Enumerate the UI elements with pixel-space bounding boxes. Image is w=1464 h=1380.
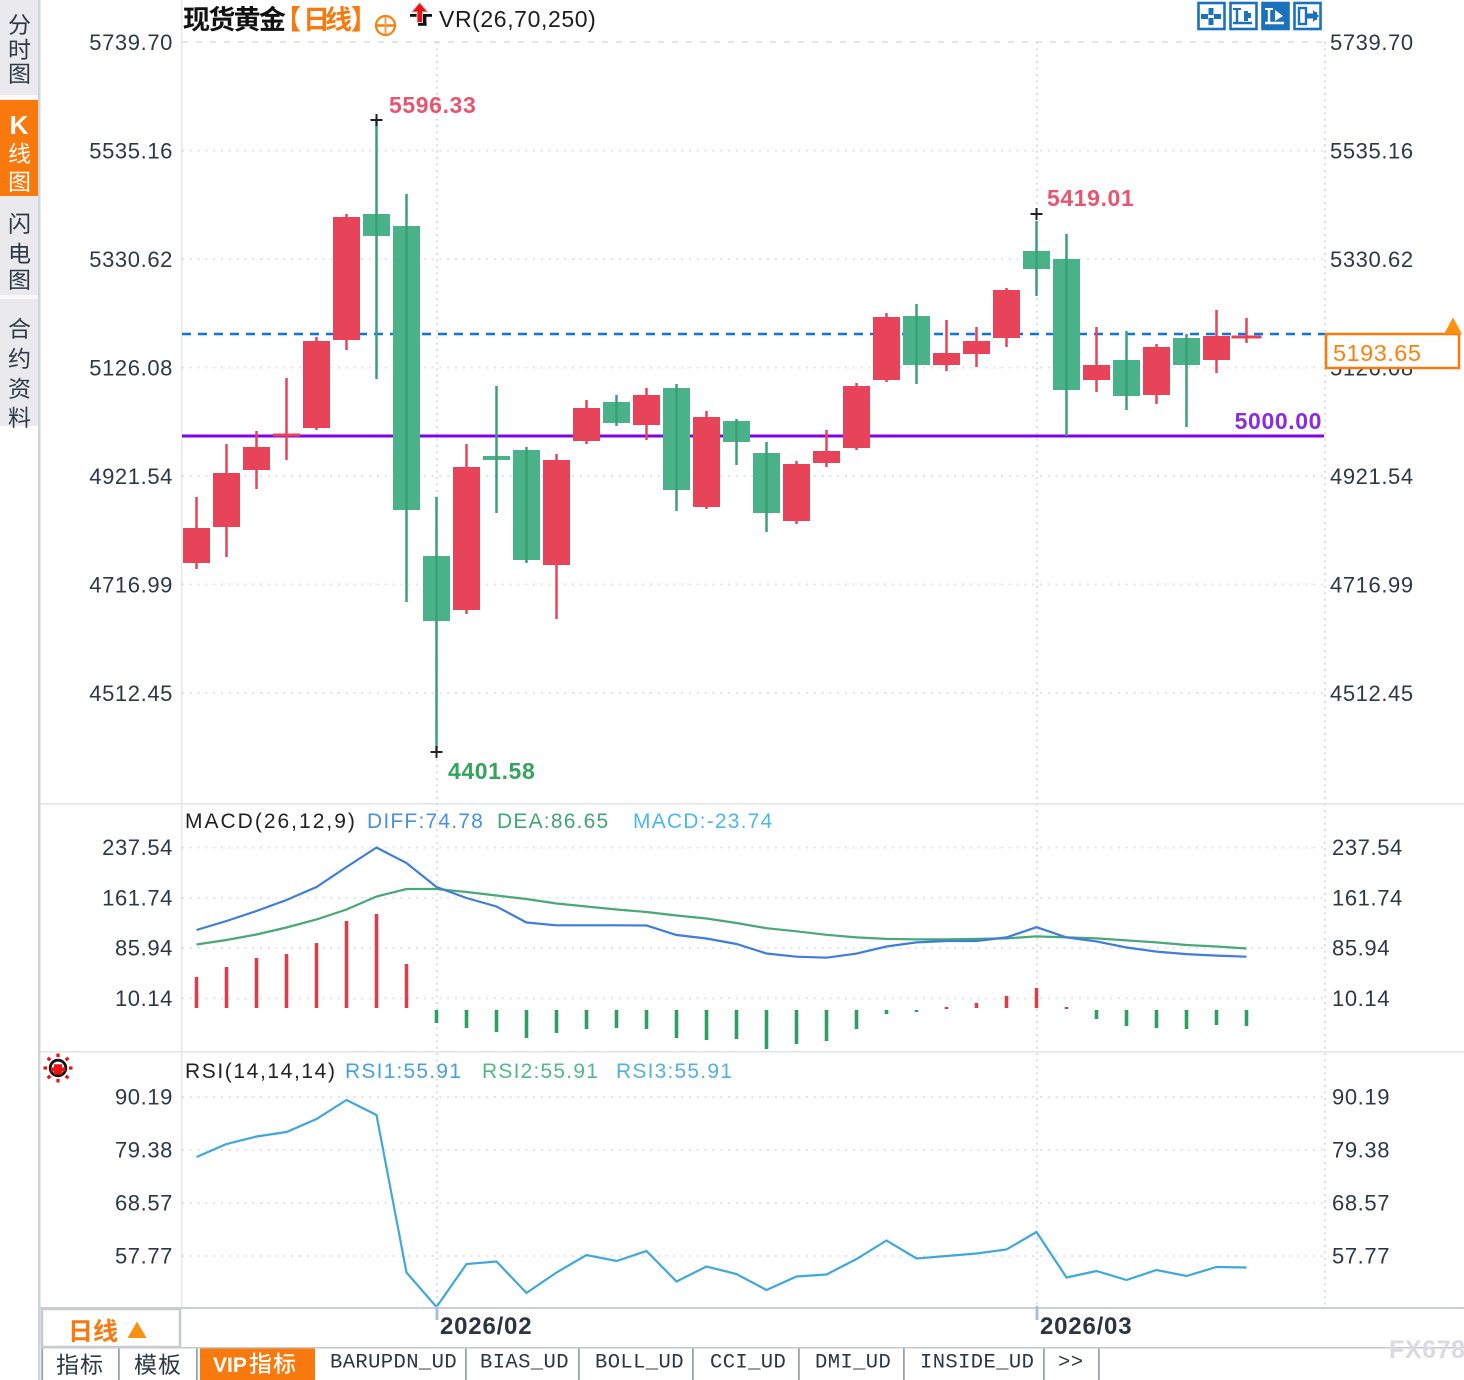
svg-text:237.54: 237.54	[102, 835, 173, 860]
svg-text:RSI2:55.91: RSI2:55.91	[482, 1060, 599, 1083]
svg-text:5535.16: 5535.16	[1330, 139, 1414, 164]
svg-text:>>: >>	[1058, 1352, 1083, 1375]
svg-text:5330.62: 5330.62	[1330, 247, 1414, 272]
svg-text:INSIDE_UD: INSIDE_UD	[920, 1352, 1034, 1375]
svg-text:MACD:-23.74: MACD:-23.74	[633, 810, 773, 833]
svg-text:237.54: 237.54	[1332, 835, 1403, 860]
svg-text:161.74: 161.74	[1332, 885, 1403, 910]
svg-text:VR(26,70,250): VR(26,70,250)	[439, 6, 596, 32]
svg-text:DEA:86.65: DEA:86.65	[497, 810, 609, 833]
svg-text:MACD(26,12,9): MACD(26,12,9)	[185, 810, 357, 833]
svg-text:4716.99: 4716.99	[89, 573, 173, 598]
svg-text:68.57: 68.57	[115, 1191, 173, 1216]
svg-text:4512.45: 4512.45	[89, 681, 173, 706]
svg-text:90.19: 90.19	[115, 1085, 173, 1110]
svg-text:DMI_UD: DMI_UD	[815, 1352, 891, 1375]
svg-text:2026/03: 2026/03	[1040, 1313, 1132, 1340]
svg-text:5330.62: 5330.62	[89, 247, 173, 272]
svg-text:DIFF:74.78: DIFF:74.78	[367, 810, 484, 833]
svg-text:BIAS_UD: BIAS_UD	[480, 1352, 569, 1375]
svg-text:4512.45: 4512.45	[1330, 681, 1414, 706]
svg-text:RSI(14,14,14): RSI(14,14,14)	[185, 1060, 337, 1083]
svg-text:BOLL_UD: BOLL_UD	[595, 1352, 684, 1375]
svg-text:4716.99: 4716.99	[1330, 573, 1414, 598]
svg-text:57.77: 57.77	[115, 1244, 173, 1269]
svg-text:BARUPDN_UD: BARUPDN_UD	[330, 1352, 457, 1375]
svg-text:FX678: FX678	[1389, 1336, 1464, 1364]
svg-text:RSI3:55.91: RSI3:55.91	[616, 1060, 733, 1083]
svg-text:5193.65: 5193.65	[1333, 340, 1421, 366]
svg-text:2026/02: 2026/02	[440, 1313, 532, 1340]
svg-text:RSI1:55.91: RSI1:55.91	[345, 1060, 462, 1083]
svg-text:5739.70: 5739.70	[89, 30, 173, 55]
svg-text:VIP: VIP	[213, 1354, 247, 1377]
svg-text:79.38: 79.38	[1332, 1138, 1390, 1163]
svg-text:5739.70: 5739.70	[1330, 30, 1414, 55]
svg-text:85.94: 85.94	[115, 936, 173, 961]
svg-text:CCI_UD: CCI_UD	[710, 1352, 786, 1375]
svg-text:5126.08: 5126.08	[89, 356, 173, 381]
svg-text:4921.54: 4921.54	[89, 464, 173, 489]
svg-text:79.38: 79.38	[115, 1138, 173, 1163]
svg-text:90.19: 90.19	[1332, 1085, 1390, 1110]
svg-text:57.77: 57.77	[1332, 1244, 1390, 1269]
svg-text:K: K	[10, 110, 29, 140]
svg-text:5419.01: 5419.01	[1047, 185, 1134, 211]
svg-text:5596.33: 5596.33	[389, 92, 476, 118]
svg-text:10.14: 10.14	[1332, 986, 1390, 1011]
svg-text:5535.16: 5535.16	[89, 139, 173, 164]
svg-text:4401.58: 4401.58	[448, 758, 535, 784]
svg-text:4921.54: 4921.54	[1330, 464, 1414, 489]
svg-text:85.94: 85.94	[1332, 936, 1390, 961]
svg-text:161.74: 161.74	[102, 885, 173, 910]
svg-text:5000.00: 5000.00	[1235, 408, 1322, 434]
svg-text:68.57: 68.57	[1332, 1191, 1390, 1216]
svg-text:10.14: 10.14	[115, 986, 173, 1011]
